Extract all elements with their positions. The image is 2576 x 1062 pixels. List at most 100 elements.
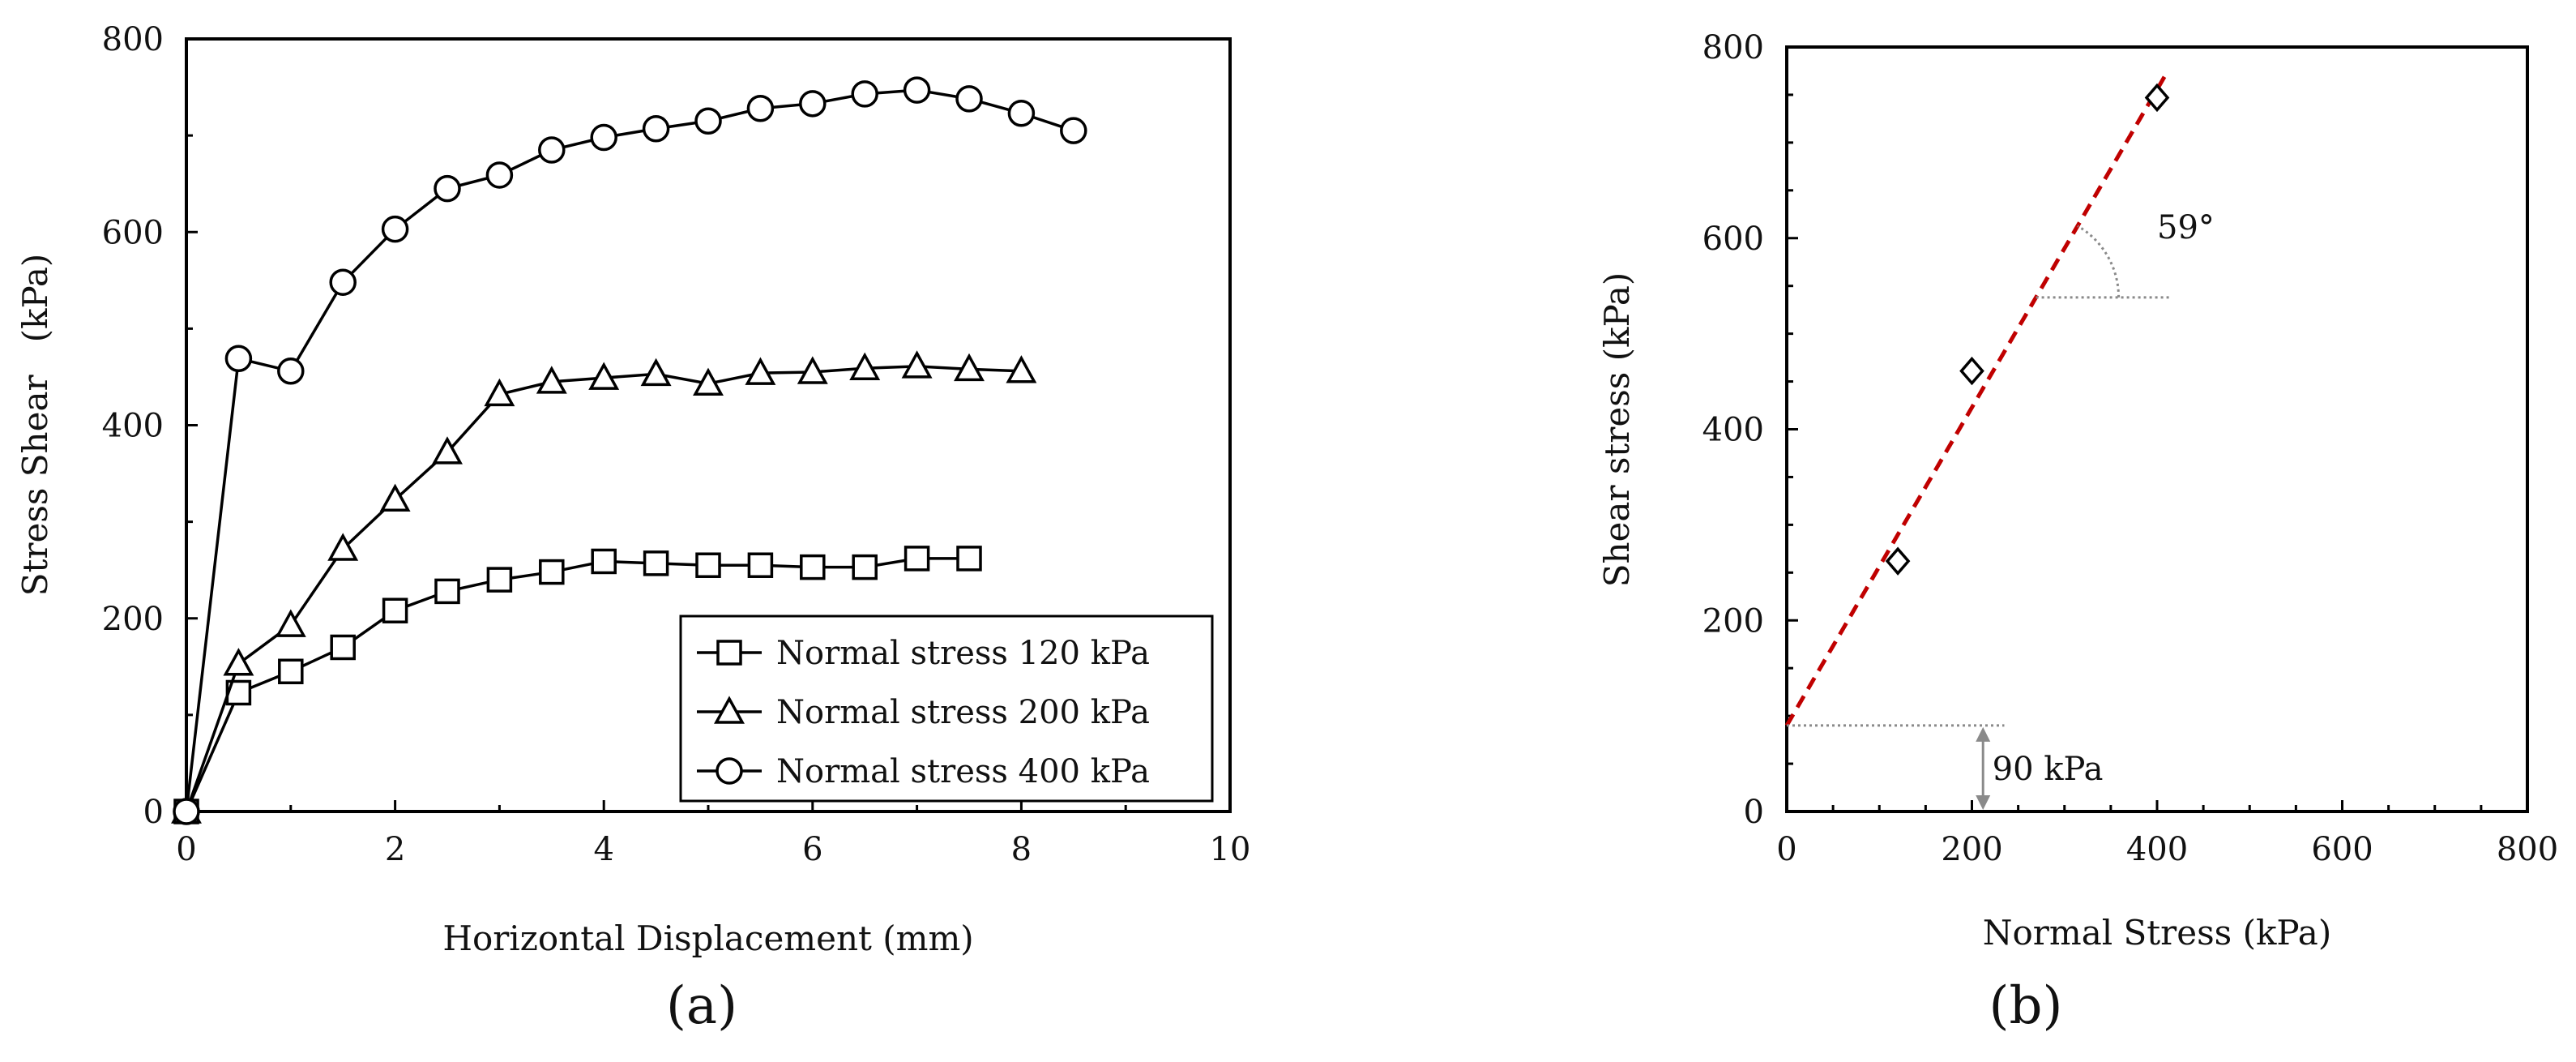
chart-a-xlabel: Horizontal Displacement (mm): [442, 919, 973, 958]
data-point-circle: [538, 136, 566, 164]
series-line-square: [185, 557, 969, 812]
legend-box: [679, 615, 1214, 803]
data-point-triangle: [954, 353, 985, 382]
data-point-triangle: [275, 609, 306, 637]
x-tick-label: 0: [1776, 831, 1796, 868]
data-point-circle: [1007, 99, 1036, 127]
data-point-circle: [694, 107, 722, 135]
x-tick-label: 10: [1210, 831, 1251, 868]
data-point-square: [434, 578, 460, 605]
data-point-square: [486, 567, 513, 593]
data-point-square: [643, 550, 669, 576]
y-tick-label: 600: [102, 214, 164, 251]
data-point-circle: [851, 80, 878, 108]
x-tick-label: 6: [802, 831, 822, 868]
data-point-diamond: [2144, 83, 2170, 113]
data-point-triangle: [797, 356, 828, 384]
data-point-diamond: [1959, 356, 1984, 386]
chart-b-points: [1885, 83, 2170, 576]
data-point-square: [591, 548, 617, 575]
data-point-circle: [381, 215, 409, 243]
chart-b-panel-label: (b): [1989, 976, 2063, 1036]
x-tick-label: 0: [176, 831, 196, 868]
data-point-circle: [1060, 117, 1087, 144]
legend-label: Normal stress 400 kPa: [776, 753, 1150, 790]
data-point-triangle: [745, 357, 776, 385]
data-point-square: [904, 546, 930, 572]
data-point-square: [800, 554, 826, 580]
data-point-triangle: [901, 350, 933, 379]
chart-b: 0 200 400 600 800 0 200 400 600 800 59° 90 kPa Nor…: [1597, 29, 2558, 1036]
data-point-square: [330, 634, 356, 661]
y-tick-label: 0: [143, 794, 164, 831]
chart-b-fit: [1784, 72, 2168, 727]
y-tick-label: 400: [102, 408, 164, 445]
x-tick-label: 4: [593, 831, 613, 868]
data-point-triangle: [327, 533, 359, 561]
x-tick-label: 400: [2126, 831, 2188, 868]
data-point-triangle: [536, 366, 567, 394]
x-tick-label: 8: [1011, 831, 1032, 868]
angle-arc: [2077, 225, 2121, 298]
y-tick-label: 800: [1702, 29, 1764, 66]
data-point-circle: [173, 798, 200, 825]
chart-b-ticks: 0 200 400 600 800 0 200 400 600 800: [1702, 29, 2559, 868]
data-point-diamond: [1885, 546, 1911, 576]
x-tick-label: 200: [1941, 831, 2002, 868]
arrow-head-down: [1976, 795, 1991, 810]
arrow-head-up: [1976, 726, 1991, 742]
chart-a-series: [171, 76, 1087, 825]
data-point-triangle: [223, 648, 254, 676]
x-tick-label: 600: [2311, 831, 2373, 868]
x-tick-label: 2: [385, 831, 405, 868]
chart-b-xlabel: Normal Stress (kPa): [1983, 913, 2331, 953]
data-point-triangle: [1006, 355, 1037, 383]
data-point-square: [539, 559, 565, 585]
data-point-circle: [955, 85, 983, 113]
data-point-triangle: [484, 378, 515, 407]
chart-a-ylabel: Stress Shear (kPa): [15, 254, 55, 597]
data-point-circle: [224, 345, 253, 373]
legend-marker-triangle: [714, 696, 745, 724]
angle-label: 59°: [2157, 209, 2215, 246]
y-tick-label: 200: [1702, 602, 1764, 640]
data-point-square: [852, 554, 878, 580]
fit-line: [1784, 72, 2168, 727]
data-point-square: [382, 597, 408, 623]
y-tick-label: 0: [1744, 794, 1764, 831]
chart-b-plot-frame: [1785, 45, 2529, 813]
chart-a-panel-label: (a): [666, 976, 737, 1036]
legend-marker-circle: [716, 757, 743, 785]
data-point-circle: [642, 115, 670, 143]
chart-a: 0 2 4 6 8 10 0 200 400 600 800 Horizontal Displace…: [15, 21, 1250, 1036]
chart-b-annotations: 59° 90 kPa: [1787, 209, 2215, 810]
y-tick-label: 200: [102, 601, 164, 638]
data-point-circle: [590, 123, 617, 152]
data-point-square: [278, 658, 304, 685]
data-point-circle: [485, 161, 514, 189]
data-point-triangle: [693, 367, 724, 396]
y-tick-label: 600: [1702, 221, 1764, 258]
intercept-label: 90 kPa: [1993, 751, 2104, 788]
data-point-circle: [277, 358, 305, 385]
data-point-square: [695, 552, 721, 578]
data-point-circle: [799, 90, 827, 118]
chart-a-ticks: 0 2 4 6 8 10 0 200 400 600 800: [102, 21, 1251, 868]
x-tick-label: 800: [2497, 831, 2558, 868]
data-point-circle: [903, 76, 931, 104]
data-point-triangle: [849, 352, 881, 380]
data-point-square: [956, 546, 982, 572]
data-point-triangle: [432, 436, 463, 465]
y-tick-label: 800: [102, 21, 164, 58]
legend-label: Normal stress 200 kPa: [776, 694, 1150, 731]
y-tick-label: 400: [1702, 412, 1764, 449]
chart-a-legend: Normal stress 120 kPa Normal stress 200 k…: [679, 615, 1214, 803]
data-point-circle: [746, 95, 775, 122]
legend-label: Normal stress 120 kPa: [776, 635, 1150, 672]
data-point-triangle: [379, 483, 411, 512]
data-point-circle: [329, 268, 357, 296]
data-point-square: [747, 552, 774, 578]
data-point-circle: [434, 174, 461, 203]
data-point-triangle: [640, 358, 672, 387]
chart-b-ylabel: Shear stress (kPa): [1597, 272, 1637, 588]
